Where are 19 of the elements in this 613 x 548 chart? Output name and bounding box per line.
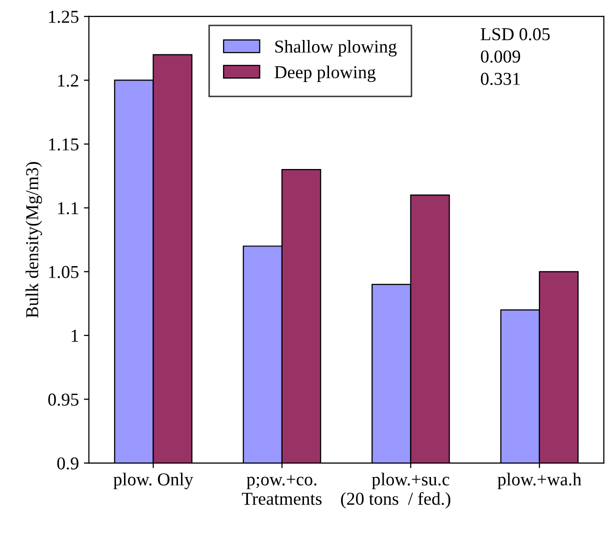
y-tick-label: 1.15 — [49, 138, 78, 151]
y-tick-label: 0.95 — [48, 394, 78, 406]
y-tick-label: 1.2 — [58, 74, 78, 87]
x-tick-label: plow.+wa.h — [498, 472, 582, 490]
x-tick-label: plow. Only — [114, 472, 194, 490]
annotation: LSD 0.05 — [480, 28, 550, 40]
y-axis-title: Bulk density(Mg/m3) — [26, 162, 42, 318]
legend-label: Deep plowing — [274, 66, 376, 82]
y-tick-label: 0.9 — [57, 457, 78, 470]
y-tick-label: 1.05 — [49, 266, 78, 278]
y-tick-label: 1 — [72, 330, 78, 342]
y-tick-label: 1.1 — [58, 202, 78, 214]
x-tick-label: plow.+su.c — [372, 472, 450, 490]
legend-label: Shallow plowing — [275, 40, 397, 56]
annotation: 0.331 — [480, 72, 520, 86]
x-axis-title: Treatments (20 tons / fed.) — [242, 492, 450, 509]
x-tick-label: p;ow.+co. — [246, 475, 316, 490]
y-tick-label: 1.25 — [49, 10, 78, 23]
annotation: 0.009 — [480, 50, 520, 63]
